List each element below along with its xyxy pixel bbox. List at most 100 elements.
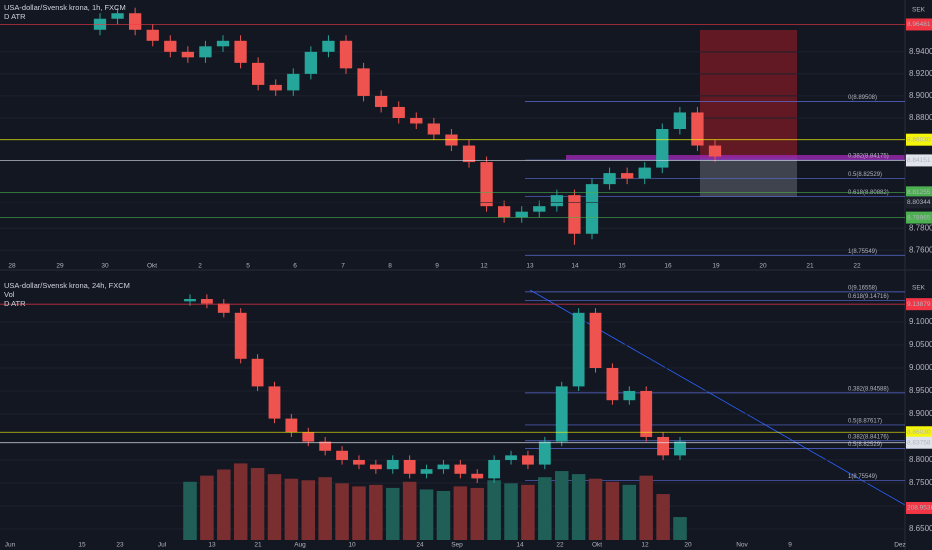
x-tick-label: 23: [116, 542, 124, 549]
candle-body: [606, 368, 619, 401]
candle-body: [437, 464, 450, 470]
fib-label: 0.618(8.80882): [848, 190, 889, 196]
y-tick-label: 8.65000: [909, 524, 932, 533]
volume-bar: [217, 469, 231, 540]
y-tick-label: 8.75000: [909, 478, 932, 487]
candle-body: [287, 73, 300, 91]
candle-body: [708, 145, 722, 157]
y-tick-label: 8.95000: [909, 386, 932, 395]
volume-bar: [453, 486, 468, 540]
x-tick-label: Okt: [147, 263, 157, 270]
candle-body: [471, 473, 484, 479]
volume-bar: [419, 489, 434, 540]
candle-body: [216, 40, 230, 47]
fib-label: 0.618(9.14716): [848, 294, 889, 300]
price-tag: 8.86030: [907, 429, 931, 436]
volume-bar: [622, 484, 637, 540]
currency: SEK: [912, 7, 926, 14]
x-tick-label: 6: [293, 263, 297, 270]
x-tick-label: 8: [388, 263, 392, 270]
volume-bar: [487, 480, 501, 540]
candle-body: [403, 459, 416, 474]
volume-bar: [436, 490, 451, 540]
candle-body: [656, 129, 669, 168]
candle-body: [234, 312, 247, 359]
fib-label: 0.382(8.94588): [848, 386, 889, 392]
candle-body: [603, 173, 616, 185]
price-tag: 8.96481: [907, 21, 931, 28]
x-tick-label: 7: [341, 263, 345, 270]
price-tag: 8.81255: [907, 189, 931, 196]
x-tick-label: 13: [526, 263, 534, 270]
candle-body: [691, 112, 704, 146]
volume-bar: [318, 477, 332, 540]
indicator-label: Vol: [4, 290, 15, 299]
volume-bar: [352, 486, 366, 540]
y-tick-label: 8.90000: [909, 409, 932, 418]
candle-body: [674, 441, 686, 456]
volume-bar: [369, 484, 383, 540]
fib-label: 0.382(8.84175): [848, 154, 889, 160]
volume-bar: [200, 475, 214, 540]
volume-bar: [588, 478, 603, 540]
volume-bar: [571, 474, 586, 540]
volume-bar: [538, 477, 552, 540]
x-tick-label: 22: [853, 263, 861, 270]
candle-body: [269, 84, 282, 91]
y-tick-label: 8.92000: [909, 69, 932, 78]
price-tag-bg: [906, 133, 932, 146]
candle-body: [515, 211, 528, 218]
x-tick-label: 12: [480, 263, 488, 270]
y-tick-label: 8.88000: [909, 113, 932, 122]
target-zone: [700, 157, 797, 197]
fib-label: 1(8.75549): [848, 249, 877, 255]
y-tick-label: 8.78000: [909, 223, 932, 232]
volume-bar: [554, 471, 569, 540]
candle-body: [374, 95, 388, 107]
stop-zone: [700, 30, 797, 157]
price-tag-bg: [906, 196, 932, 209]
candle-body: [454, 464, 467, 474]
x-tick-label: 30: [101, 263, 109, 270]
candle-body: [620, 173, 634, 179]
candle-body: [184, 299, 196, 302]
candle-body: [234, 40, 247, 63]
x-tick-label: 2: [198, 263, 202, 270]
candle-body: [181, 51, 195, 58]
price-tag: 9.13879: [907, 301, 931, 308]
price-tag: 8.83758: [907, 439, 931, 446]
price-tag-bg: [906, 211, 932, 224]
volume-bar: [301, 480, 316, 540]
y-tick-label: 8.76000: [909, 245, 932, 254]
volume-tag-bg: [906, 501, 932, 514]
fib-label: 1(8.75549): [848, 474, 877, 480]
x-tick-label: 20: [684, 542, 692, 549]
x-tick-label: Okt: [592, 542, 602, 549]
volume-bar: [267, 474, 282, 540]
candle-body: [369, 464, 382, 470]
volume-tag: 208.953K: [907, 505, 932, 512]
candle-body: [111, 13, 124, 19]
fib-label: 0.382(8.84176): [848, 434, 889, 440]
candle-body: [673, 112, 687, 129]
fib-label: 0(8.89508): [848, 95, 877, 101]
x-tick-label: 19: [712, 263, 720, 270]
candle-body: [572, 312, 585, 387]
volume-bar: [386, 487, 400, 540]
volume-bar: [335, 483, 349, 540]
chart-title: USA-dollar/Svensk krona, 24h, FXCM: [4, 281, 130, 290]
candle-body: [589, 312, 602, 368]
price-tag-bg: [906, 436, 932, 449]
price-tag: 8.78965: [907, 214, 931, 221]
candle-body: [640, 390, 653, 437]
y-tick-label: 8.80000: [909, 455, 932, 464]
candle-body: [304, 51, 318, 74]
fib-label: 0.5(8.82529): [848, 442, 882, 448]
x-tick-label: Jun: [5, 542, 16, 549]
y-tick-label: 8.90000: [909, 91, 932, 100]
x-tick-label: 14: [571, 263, 579, 270]
candle-body: [319, 441, 332, 451]
volume-bar: [284, 478, 299, 540]
